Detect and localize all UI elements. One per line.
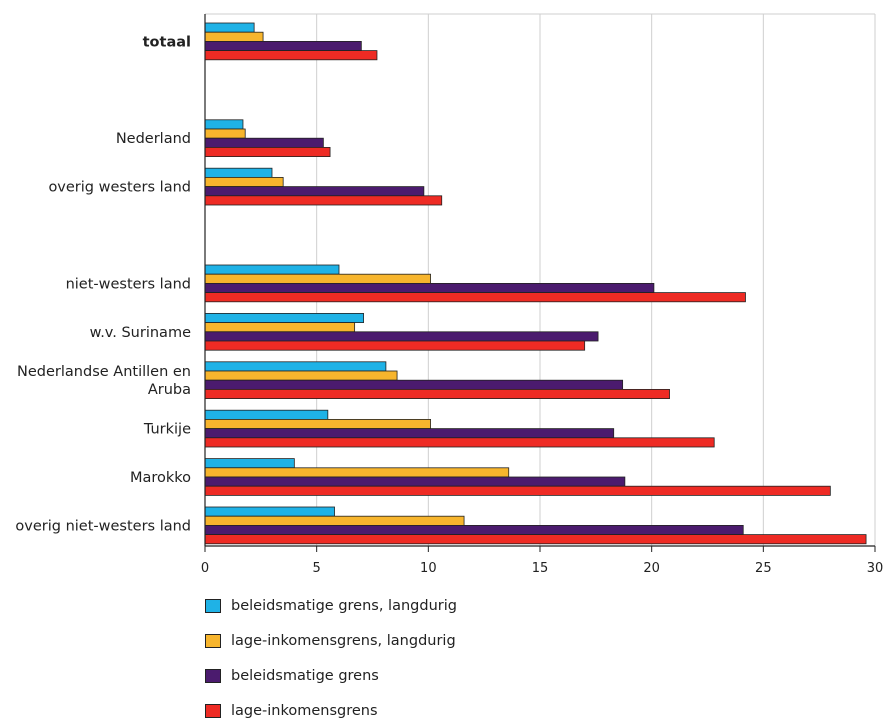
legend-item-3: lage-inkomensgrens <box>205 701 378 721</box>
bar-0-0 <box>205 23 254 32</box>
bar-7-3 <box>205 389 670 398</box>
category-label-9: Marokko <box>130 470 191 486</box>
bar-9-0 <box>205 459 294 468</box>
bar-3-1 <box>205 177 283 186</box>
legend-item-2: beleidsmatige grens <box>205 666 379 686</box>
bar-5-3 <box>205 293 745 302</box>
legend-label-0: beleidsmatige grens, langdurig <box>231 598 457 614</box>
bar-0-3 <box>205 51 377 60</box>
bar-8-3 <box>205 438 714 447</box>
legend-swatch-1 <box>205 634 221 648</box>
bar-10-2 <box>205 525 743 534</box>
bar-5-1 <box>205 274 431 283</box>
category-label-0: totaal <box>143 34 191 50</box>
bar-8-2 <box>205 429 614 438</box>
legend-item-1: lage-inkomensgrens, langdurig <box>205 631 456 651</box>
bar-5-0 <box>205 265 339 274</box>
bar-2-0 <box>205 120 243 129</box>
bar-10-1 <box>205 516 464 525</box>
bar-6-3 <box>205 341 585 350</box>
bar-10-0 <box>205 507 335 516</box>
bar-8-1 <box>205 419 431 428</box>
legend-swatch-3 <box>205 704 221 718</box>
bar-6-0 <box>205 313 364 322</box>
legend-item-0: beleidsmatige grens, langdurig <box>205 596 457 616</box>
bar-2-1 <box>205 129 245 138</box>
bar-6-1 <box>205 323 355 332</box>
legend-label-2: beleidsmatige grens <box>231 668 379 684</box>
category-label-7: Nederlandse Antillen en Aruba <box>17 364 191 398</box>
bar-7-2 <box>205 380 623 389</box>
category-label-3: overig westers land <box>48 180 191 196</box>
legend-swatch-2 <box>205 669 221 683</box>
x-tick-label-2: 10 <box>420 561 437 576</box>
bar-0-2 <box>205 41 361 50</box>
category-label-6: w.v. Suriname <box>90 325 191 341</box>
bar-10-3 <box>205 535 866 544</box>
legend-label-3: lage-inkomensgrens <box>231 703 378 719</box>
category-label-10: overig niet-westers land <box>15 518 191 534</box>
category-label-8: Turkije <box>143 422 191 438</box>
legend-label-1: lage-inkomensgrens, langdurig <box>231 633 456 649</box>
x-tick-label-6: 30 <box>867 561 884 576</box>
x-tick-label-1: 5 <box>313 561 321 576</box>
legend-swatch-0 <box>205 599 221 613</box>
category-label-5: niet-westers land <box>66 276 191 292</box>
x-tick-label-4: 20 <box>643 561 660 576</box>
bar-7-1 <box>205 371 397 380</box>
bar-9-1 <box>205 468 509 477</box>
bar-8-0 <box>205 410 328 419</box>
x-tick-label-5: 25 <box>755 561 772 576</box>
bar-9-3 <box>205 486 830 495</box>
bar-0-1 <box>205 32 263 41</box>
bar-9-2 <box>205 477 625 486</box>
bar-6-2 <box>205 332 598 341</box>
x-tick-label-0: 0 <box>201 561 209 576</box>
bar-7-0 <box>205 362 386 371</box>
bar-3-0 <box>205 168 272 177</box>
bar-2-2 <box>205 138 323 147</box>
bar-chart: totaal Nederland overig westers land niet-w… <box>0 0 890 590</box>
x-tick-label-3: 15 <box>532 561 549 576</box>
bar-3-3 <box>205 196 442 205</box>
category-label-2: Nederland <box>116 131 191 147</box>
bar-5-2 <box>205 283 654 292</box>
bar-2-3 <box>205 147 330 156</box>
bar-3-2 <box>205 187 424 196</box>
